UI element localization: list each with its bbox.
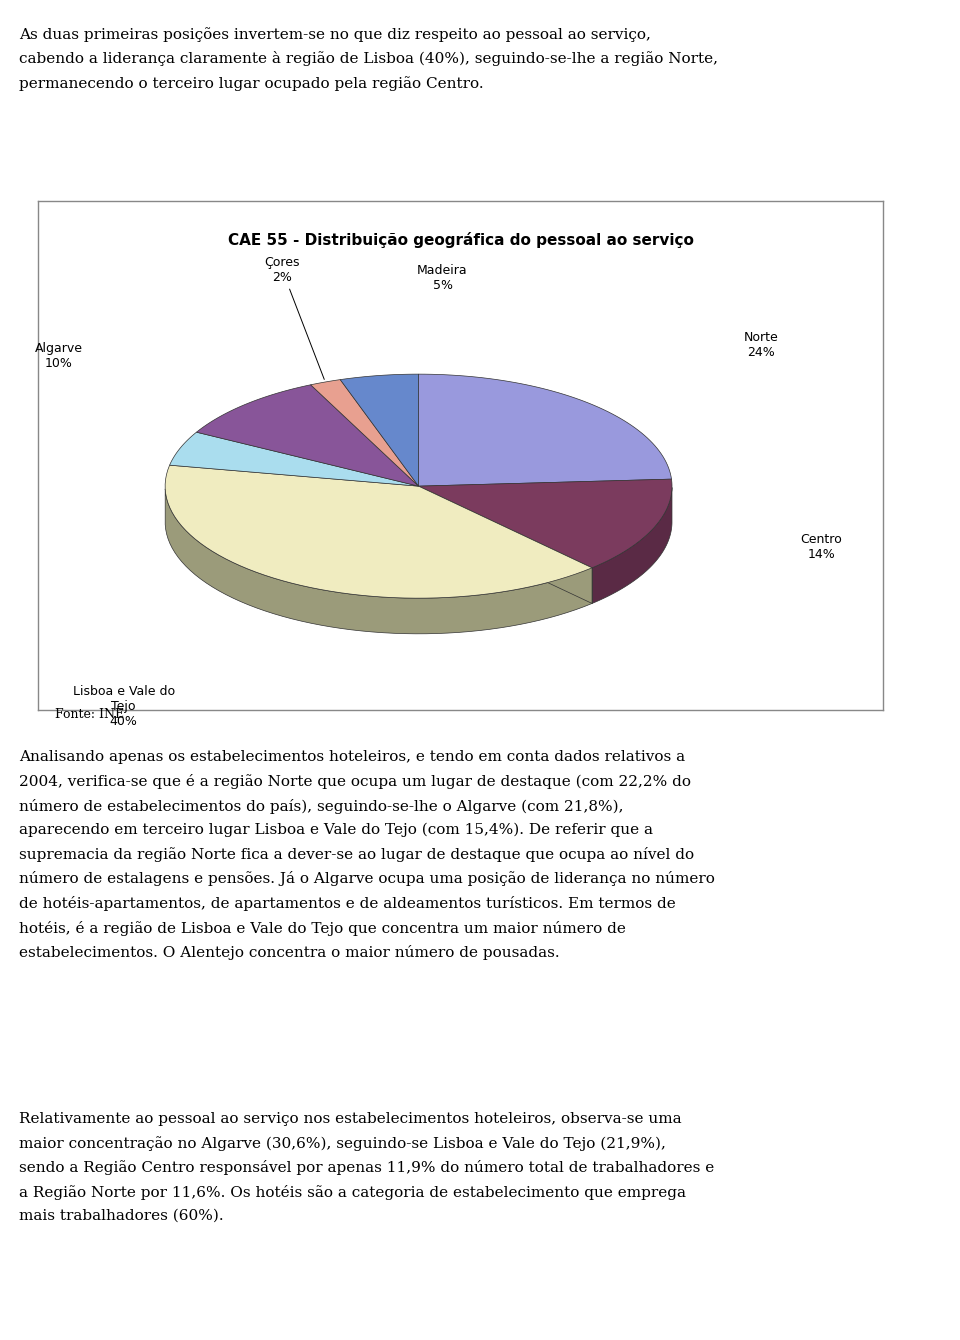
Text: Centro
14%: Centro 14% (801, 533, 842, 561)
Polygon shape (419, 486, 592, 603)
Polygon shape (170, 433, 419, 486)
Text: Fonte: INE: Fonte: INE (56, 708, 125, 721)
Polygon shape (419, 480, 672, 568)
Text: Çores
2%: Çores 2% (264, 256, 324, 379)
Polygon shape (419, 374, 671, 486)
Text: Lisboa e Vale do
Tejo
40%: Lisboa e Vale do Tejo 40% (73, 685, 175, 728)
Text: Norte
24%: Norte 24% (744, 331, 779, 359)
Text: Madeira
5%: Madeira 5% (418, 264, 468, 292)
Text: Relativamente ao pessoal ao serviço nos estabelecimentos hoteleiros, observa-se : Relativamente ao pessoal ao serviço nos … (19, 1112, 714, 1222)
Polygon shape (311, 379, 419, 486)
Text: Algarve
10%: Algarve 10% (35, 342, 83, 370)
Polygon shape (197, 385, 419, 486)
Polygon shape (165, 489, 592, 634)
Text: CAE 55 - Distribuição geográfica do pessoal ao serviço: CAE 55 - Distribuição geográfica do pess… (228, 232, 694, 248)
Polygon shape (340, 374, 419, 486)
Text: As duas primeiras posições invertem-se no que diz respeito ao pessoal ao serviço: As duas primeiras posições invertem-se n… (19, 27, 718, 91)
Polygon shape (592, 488, 672, 603)
Polygon shape (419, 486, 592, 603)
Text: Analisando apenas os estabelecimentos hoteleiros, e tendo em conta dados relativ: Analisando apenas os estabelecimentos ho… (19, 750, 715, 959)
Polygon shape (165, 465, 592, 598)
